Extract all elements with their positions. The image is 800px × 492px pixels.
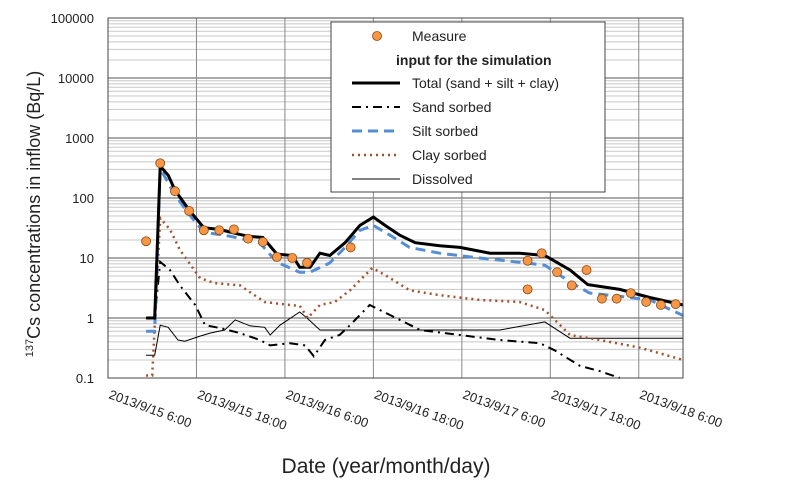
measure-point xyxy=(155,158,166,169)
legend-heading: input for the simulation xyxy=(396,52,552,68)
x-tick-label: 2013/9/17 18:00 xyxy=(549,387,642,433)
measure-points xyxy=(141,158,681,310)
legend: Measure input for the simulation Total (sa… xyxy=(330,21,606,193)
x-axis-label: Date (year/month/day) xyxy=(282,455,491,478)
measure-point xyxy=(581,265,592,275)
measure-point xyxy=(184,205,194,216)
legend-label: Clay sorbed xyxy=(412,147,487,163)
y-tick-label: 100000 xyxy=(51,11,94,26)
measure-point xyxy=(198,225,209,236)
measure-point xyxy=(214,225,225,236)
series-line-sand xyxy=(146,259,621,379)
series-line-total xyxy=(146,162,684,320)
y-tick-label: 10 xyxy=(80,251,94,266)
measure-point xyxy=(641,297,652,307)
y-tick-label: 10000 xyxy=(58,71,94,86)
legend-label-measure: Measure xyxy=(412,28,467,44)
measure-point xyxy=(670,299,681,310)
measure-point xyxy=(625,288,636,299)
x-tick-label: 2013/9/17 6:00 xyxy=(461,387,548,431)
legend-label: Total (sand + silt + clay) xyxy=(412,75,559,91)
x-tick-label: 2013/9/15 18:00 xyxy=(195,387,288,433)
y-axis-label: 137Cs concentrations in inflow (Bq/L) xyxy=(24,71,44,357)
x-tick-label: 2013/9/15 6:00 xyxy=(107,387,194,431)
y-tick-label: 1000 xyxy=(65,131,94,146)
legend-label: Silt sorbed xyxy=(412,123,478,139)
y-axis-label-text: Cs concentrations in inflow (Bq/L) xyxy=(24,71,44,339)
measure-point xyxy=(345,242,356,253)
measure-point xyxy=(552,267,562,278)
measure-point xyxy=(141,236,151,247)
measure-point xyxy=(257,237,268,247)
measure-point xyxy=(566,280,577,291)
series-line-dissolved xyxy=(146,311,683,356)
plot-frame xyxy=(107,17,684,379)
x-tick-label: 2013/9/18 6:00 xyxy=(638,387,725,431)
legend-label: Sand sorbed xyxy=(412,99,491,115)
measure-point xyxy=(170,186,180,197)
measure-point xyxy=(522,255,533,266)
measure-point xyxy=(611,293,622,304)
x-tick-label: 2013/9/16 18:00 xyxy=(372,387,465,433)
measure-point xyxy=(302,257,312,268)
series-layer xyxy=(146,162,684,379)
legend-marker-measure xyxy=(372,31,382,41)
measure-point xyxy=(597,293,607,304)
measure-point xyxy=(229,224,239,235)
y-tick-label: 0.1 xyxy=(76,371,94,386)
y-tick-labels: 0.1 1 10 100 1000 10000 100000 xyxy=(51,11,94,386)
measure-point xyxy=(287,253,298,263)
y-tick-label: 1 xyxy=(87,311,94,326)
legend-label: Dissolved xyxy=(412,171,473,187)
measure-point xyxy=(522,284,533,295)
x-tick-label: 2013/9/16 6:00 xyxy=(284,387,371,431)
measure-point xyxy=(536,248,547,259)
y-tick-label: 100 xyxy=(72,191,94,206)
series-line-silt xyxy=(146,163,684,333)
measure-point xyxy=(243,233,253,244)
measure-point xyxy=(272,252,282,262)
y-axis-label-superscript: 137 xyxy=(24,339,36,357)
measure-point xyxy=(655,300,666,310)
